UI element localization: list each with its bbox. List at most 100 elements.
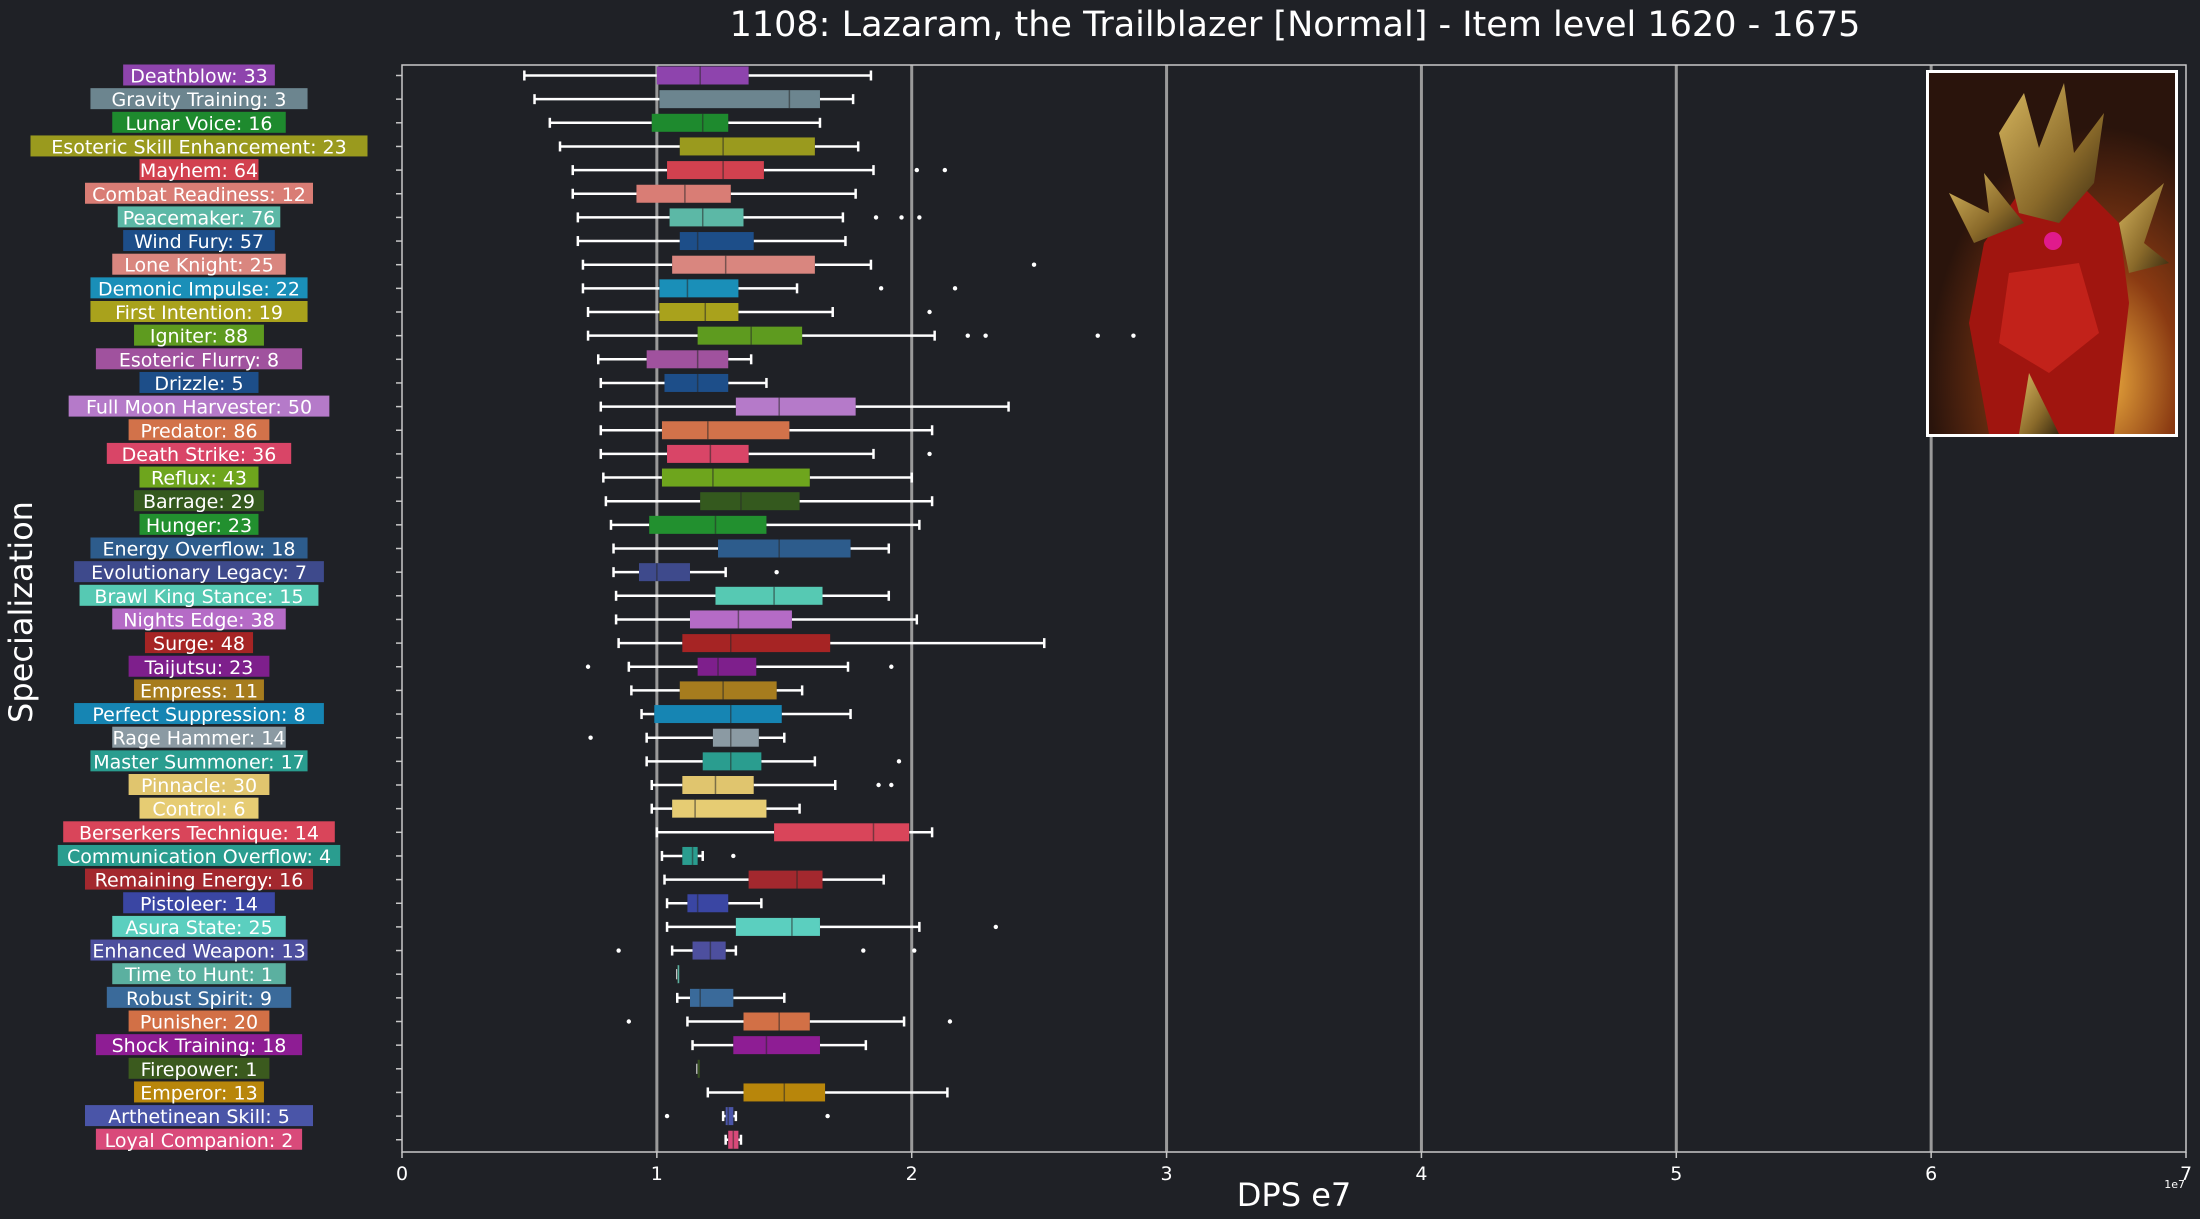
spec-label: Master Summoner: 17: [93, 751, 305, 773]
x-tick-label: 6: [1925, 1163, 1937, 1185]
spec-label: Pinnacle: 30: [141, 775, 257, 797]
spec-box: [612, 563, 779, 582]
spec-label-bg: [90, 277, 308, 299]
iqr-box: [659, 90, 820, 109]
outlier-point: [942, 167, 948, 173]
spec-label-bg: [139, 159, 259, 181]
spec-label-bg: [95, 348, 303, 370]
outlier-point: [917, 215, 922, 220]
x-tick-label: 2: [906, 1163, 918, 1185]
spec-label-bg: [57, 844, 341, 866]
spec-label: Esoteric Flurry: 8: [119, 349, 279, 371]
outlier-point: [626, 1019, 632, 1024]
spec-label-bg: [63, 821, 335, 843]
spec-box: [691, 1036, 868, 1055]
spec-label-bg: [68, 395, 330, 417]
iqr-box: [639, 563, 690, 582]
iqr-box: [748, 870, 823, 889]
spec-box: [675, 988, 786, 1007]
outlier-point: [878, 286, 884, 291]
spec-label: Robust Spirit: 9: [126, 988, 272, 1010]
gridlines: [655, 65, 1933, 1152]
spec-box: [576, 232, 847, 251]
spec-box: [614, 610, 919, 629]
iqr-box: [735, 917, 820, 936]
spec-label: Perfect Suppression: 8: [92, 704, 305, 726]
spec-box: [616, 941, 917, 960]
spec-label-bg: [79, 584, 319, 606]
spec-box: [609, 515, 921, 534]
spec-label-bg: [112, 915, 286, 937]
spec-label-bg: [139, 797, 259, 819]
spec-label: Nights Edge: 38: [123, 609, 274, 631]
iqr-box: [649, 515, 767, 534]
x-tick-label: 7: [2180, 1163, 2192, 1185]
spec-label: First Intention: 19: [115, 302, 283, 324]
outlier-point: [889, 664, 894, 669]
spec-box: [650, 799, 801, 818]
spec-label: Emperor: 13: [140, 1082, 257, 1104]
x-axis-exponent: 1e7: [2164, 1178, 2185, 1191]
boss-portrait-image: [1926, 70, 2178, 437]
chart-title: 1108: Lazaram, the Trailblazer [Normal] …: [730, 5, 1861, 45]
iqr-box: [735, 397, 856, 416]
outlier-point: [825, 1113, 830, 1119]
spec-label-bg: [134, 324, 264, 346]
spec-box: [706, 1083, 949, 1102]
iqr-box: [700, 492, 800, 511]
spec-label-bg: [128, 774, 270, 795]
spec-label-bg: [90, 88, 308, 110]
spec-box: [586, 326, 1136, 345]
spec-box: [675, 965, 680, 984]
spec-label-bg: [95, 1128, 303, 1150]
iqr-box: [661, 421, 790, 440]
spec-label-bg: [123, 64, 275, 86]
spec-box: [665, 894, 763, 913]
boss-portrait-art: [1929, 73, 2175, 434]
spec-label: Combat Readiness: 12: [92, 184, 306, 206]
spec-label-bg: [90, 750, 308, 772]
outlier-point: [731, 853, 736, 859]
boxes: [523, 66, 1136, 1149]
iqr-box: [667, 444, 749, 463]
outlier-point: [947, 1019, 953, 1024]
plot-frame: [401, 64, 2187, 1153]
spec-label: Shock Training: 18: [112, 1035, 287, 1057]
spec-label-bg: [134, 1081, 264, 1103]
spec-label-bg: [30, 135, 368, 157]
outlier-point: [861, 948, 866, 953]
spec-box: [614, 586, 891, 605]
spec-label-bg: [139, 466, 259, 488]
spec-label-bg: [112, 963, 286, 985]
spec-label-bg: [123, 230, 275, 252]
iqr-box: [702, 752, 762, 771]
outlier-point: [1095, 333, 1100, 338]
spec-box: [664, 1107, 830, 1126]
outlier-point: [588, 735, 593, 740]
outlier-point: [927, 451, 932, 457]
spec-label: Punisher: 20: [140, 1012, 258, 1034]
iqr-box: [733, 1036, 820, 1055]
spec-label-bg: [90, 537, 308, 559]
spec-label-bg: [112, 253, 286, 275]
outlier-point: [585, 664, 591, 669]
spec-label: Barrage: 29: [143, 491, 255, 513]
spec-label-bg: [85, 182, 313, 204]
spec-box: [630, 681, 804, 700]
iqr-box: [689, 988, 734, 1007]
spec-box: [571, 161, 948, 180]
outlier-point: [1131, 333, 1136, 338]
iqr-box: [715, 586, 823, 605]
spec-box: [663, 870, 885, 889]
spec-box: [581, 279, 958, 298]
spec-box: [596, 350, 753, 369]
iqr-box: [682, 776, 754, 794]
spec-box: [626, 1012, 953, 1031]
spec-label-bg: [106, 986, 292, 1008]
spec-label-bg: [106, 442, 292, 464]
iqr-box: [667, 161, 764, 180]
spec-label: Asura State: 25: [125, 917, 272, 939]
spec-label-bg: [123, 892, 275, 914]
spec-label-bg: [112, 726, 286, 748]
